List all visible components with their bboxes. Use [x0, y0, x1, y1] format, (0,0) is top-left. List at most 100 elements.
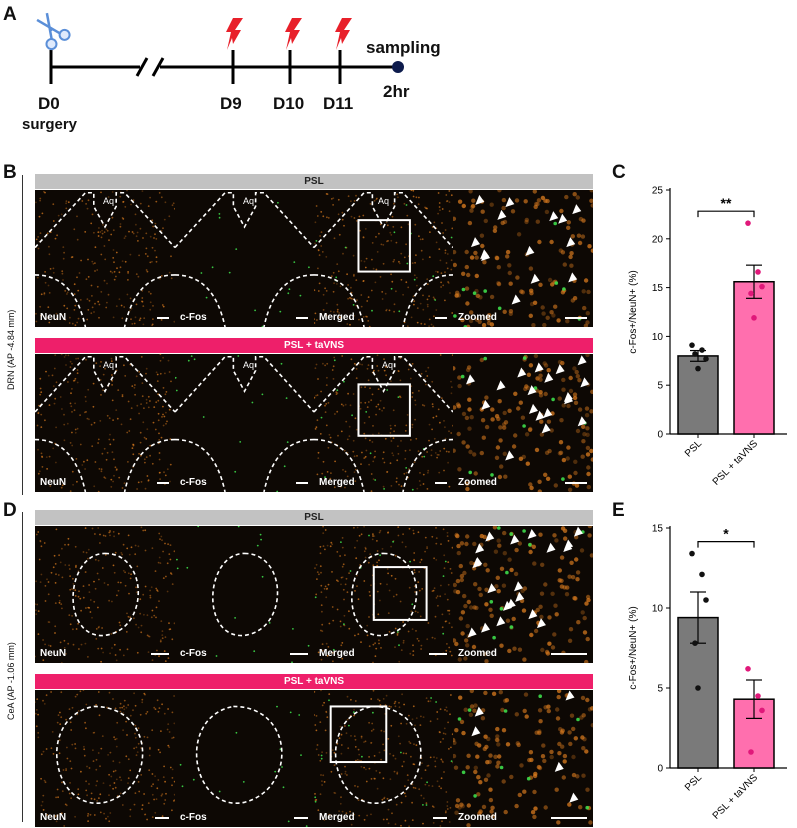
- arrowhead-marker: [511, 294, 521, 305]
- neun-cell: [112, 480, 114, 483]
- y-tick-label: 5: [657, 381, 663, 392]
- neun-cell: [111, 600, 113, 603]
- neun-cell: [375, 268, 378, 271]
- neun-cell: [360, 533, 363, 536]
- neun-cell: [590, 389, 593, 394]
- neun-cell: [401, 693, 403, 696]
- neun-cell: [431, 636, 434, 639]
- cfos-cell: [307, 644, 310, 647]
- neun-cell: [478, 592, 483, 598]
- neun-cell: [88, 591, 91, 593]
- neun-cell: [42, 809, 45, 811]
- neun-cell: [340, 576, 343, 579]
- neun-cell: [453, 589, 458, 594]
- neun-cell: [331, 652, 334, 654]
- neun-cell: [128, 430, 131, 432]
- neun-cell: [394, 757, 397, 760]
- neun-cell: [403, 202, 406, 205]
- neun-cell: [540, 305, 545, 310]
- neun-cell: [94, 270, 96, 272]
- tile-merged-tavns-d: Merged: [314, 690, 453, 827]
- neun-cell: [354, 785, 356, 787]
- neun-cell: [493, 754, 498, 759]
- neun-cell: [582, 615, 587, 621]
- neun-cell: [314, 221, 317, 224]
- neun-cell: [325, 302, 328, 305]
- neun-cell: [144, 461, 146, 464]
- neun-cell: [103, 279, 106, 282]
- neun-cell: [93, 814, 96, 816]
- neun-cell: [435, 559, 438, 561]
- neun-cell: [381, 548, 384, 550]
- cfos-cell: [175, 376, 177, 379]
- neun-cell: [106, 229, 109, 232]
- cfos-cell: [292, 628, 294, 630]
- neun-cell: [377, 613, 380, 616]
- neun-cell: [130, 407, 133, 409]
- neun-cell: [68, 708, 71, 710]
- neun-cell: [466, 753, 471, 758]
- neun-cell: [52, 753, 55, 755]
- neun-cell: [453, 582, 457, 588]
- neun-cell: [321, 649, 324, 652]
- neun-cell: [151, 547, 154, 550]
- neun-cell: [141, 300, 143, 303]
- neun-cell: [444, 249, 447, 252]
- neun-cell: [127, 777, 130, 780]
- neun-cell: [58, 554, 60, 557]
- neun-cell: [94, 246, 97, 249]
- neun-cell: [429, 700, 432, 702]
- neun-cell: [473, 769, 478, 775]
- neun-cell: [133, 803, 136, 806]
- neun-cell: [165, 411, 167, 414]
- cfos-cell: [276, 705, 278, 708]
- neun-cell: [67, 354, 70, 357]
- neun-cell: [569, 560, 574, 565]
- neun-cell: [402, 533, 404, 536]
- neun-cell: [89, 611, 92, 613]
- neun-cell: [371, 538, 374, 541]
- neun-cell: [469, 704, 475, 709]
- neun-cell: [110, 360, 113, 363]
- neun-cell: [395, 803, 398, 806]
- neun-cell: [331, 606, 334, 608]
- neun-cell: [536, 198, 542, 203]
- neun-cell: [347, 297, 349, 300]
- neun-cell: [331, 749, 334, 752]
- neun-cell: [483, 777, 489, 782]
- neun-cell: [418, 589, 421, 592]
- neun-cell: [472, 452, 477, 457]
- arrowhead-marker: [580, 377, 590, 388]
- neun-cell: [399, 742, 401, 745]
- arrowhead-marker: [481, 251, 491, 262]
- neun-cell: [116, 267, 118, 270]
- neun-cell: [138, 319, 141, 321]
- neun-cell: [348, 425, 351, 428]
- neun-cell: [151, 659, 154, 662]
- neun-cell: [65, 202, 67, 205]
- neun-cell: [55, 426, 57, 429]
- neun-cell: [324, 585, 327, 588]
- neun-cell: [136, 565, 139, 568]
- neun-cell: [415, 717, 418, 719]
- neun-cell: [581, 746, 586, 751]
- neun-cell: [99, 365, 101, 368]
- neun-cell: [71, 362, 73, 365]
- neun-cell: [45, 370, 47, 373]
- neun-cell: [419, 472, 421, 474]
- neun-cell: [386, 797, 389, 800]
- neun-cell: [369, 203, 372, 205]
- neun-cell: [453, 638, 457, 643]
- neun-cell: [360, 463, 362, 465]
- data-point: [689, 550, 695, 557]
- neun-cell: [482, 651, 488, 657]
- cfos-cell: [314, 596, 317, 599]
- neun-cell: [538, 532, 543, 537]
- neun-cell: [429, 720, 432, 723]
- neun-cell: [404, 449, 407, 452]
- neun-cell: [346, 273, 348, 276]
- neun-cell: [458, 616, 464, 621]
- neun-cell: [322, 293, 325, 296]
- x-tick-label: PSL: [683, 438, 704, 459]
- neun-cell: [103, 447, 106, 450]
